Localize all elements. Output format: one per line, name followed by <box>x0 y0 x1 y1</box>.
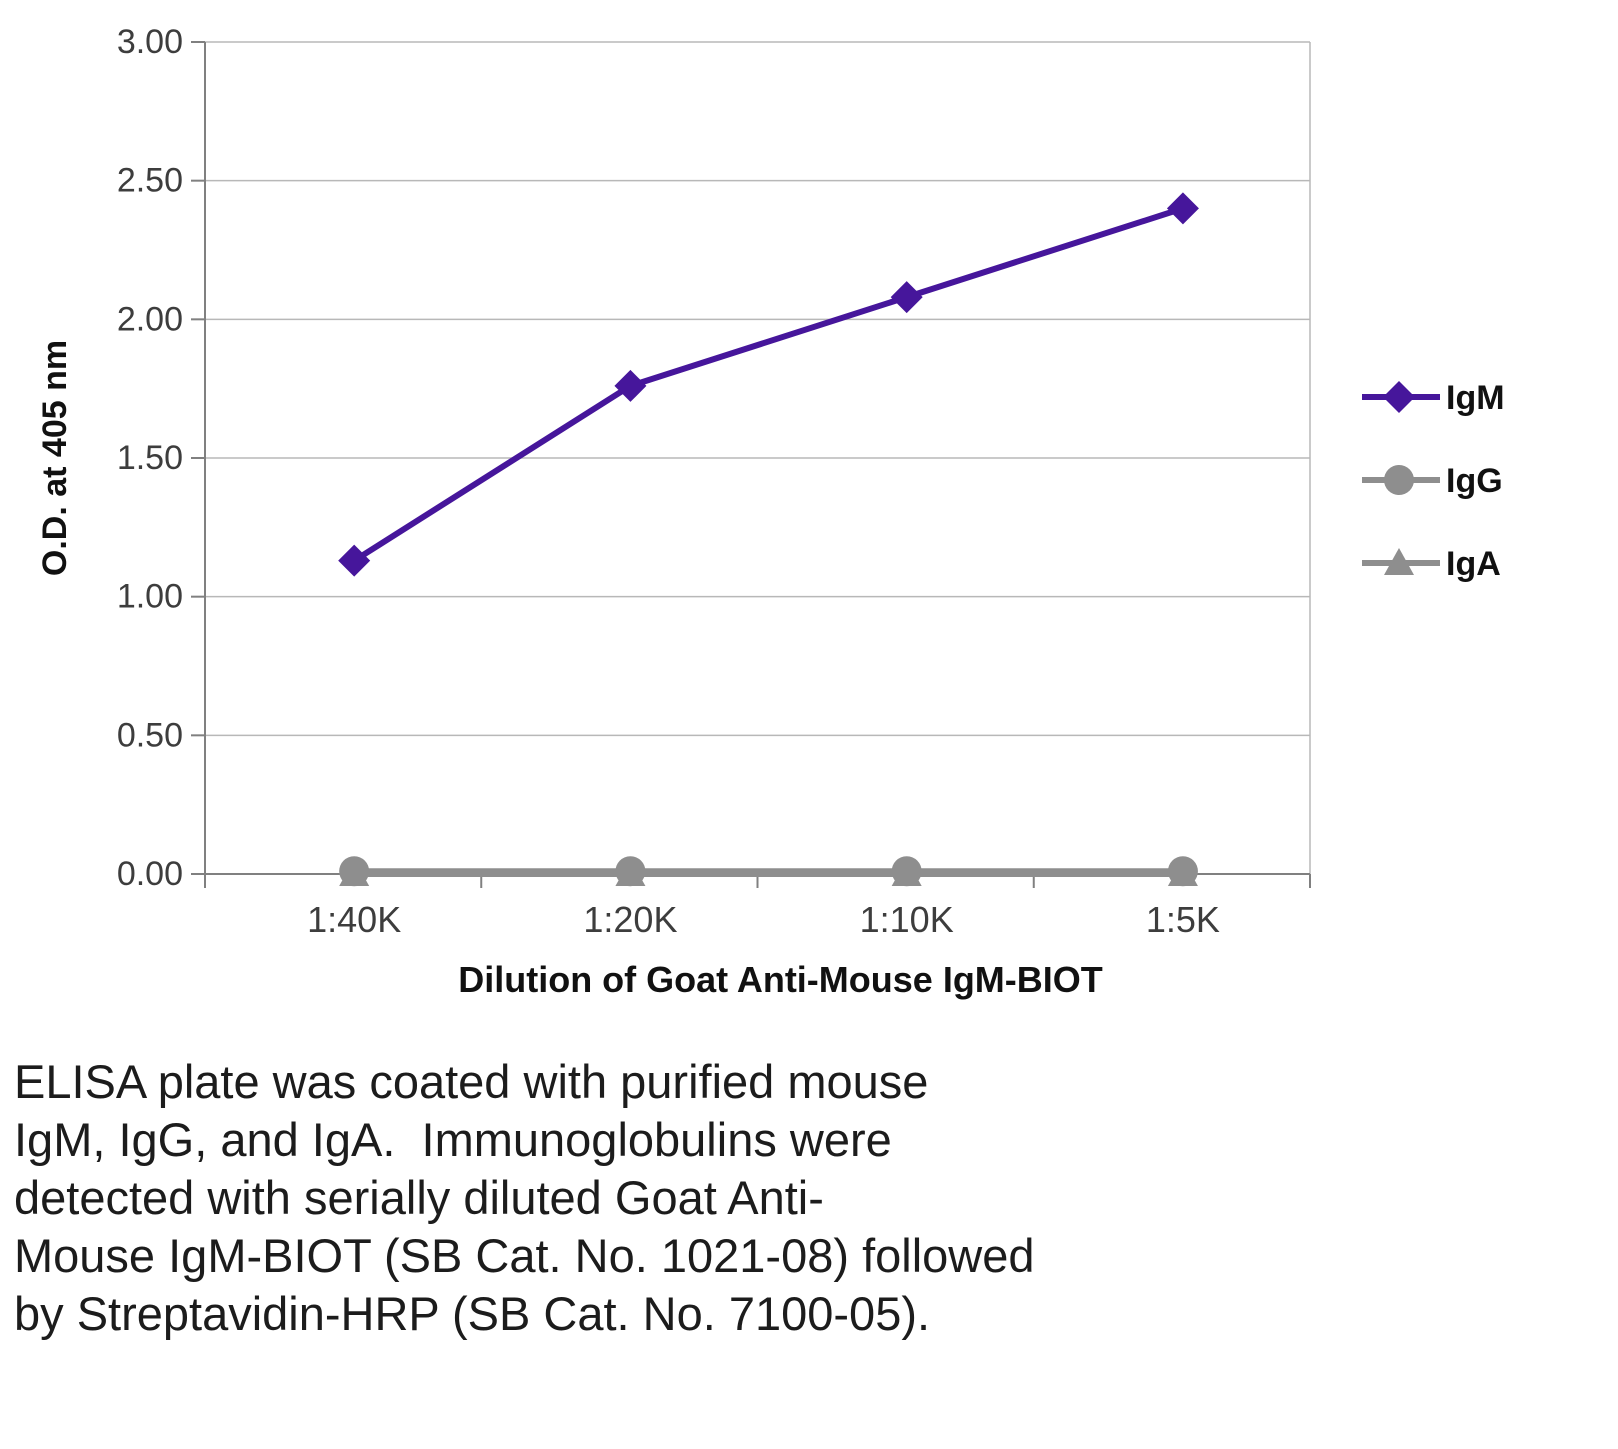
caption-line: IgM, IgG, and IgA. Immunoglobulins were <box>14 1113 892 1166</box>
y-tick-label: 2.50 <box>117 162 183 200</box>
series-line-IgM <box>352 205 1184 564</box>
caption-line: ELISA plate was coated with purified mou… <box>14 1055 929 1108</box>
caption-line: detected with serially diluted Goat Anti… <box>14 1171 824 1224</box>
caption-line: Mouse IgM-BIOT (SB Cat. No. 1021-08) fol… <box>14 1229 1035 1282</box>
legend-label-IgM: IgM <box>1446 379 1505 417</box>
y-tick-label: 1.50 <box>117 439 183 477</box>
y-tick-label: 3.00 <box>117 23 183 61</box>
series-marker-IgG-circle-icon <box>615 856 646 887</box>
legend-label-IgG: IgG <box>1446 462 1503 500</box>
series-marker-IgM-diamond-icon <box>890 281 923 314</box>
series-marker-IgM-diamond-icon <box>614 369 647 402</box>
series-marker-IgM-diamond-icon <box>1166 192 1199 225</box>
caption-line: by Streptavidin-HRP (SB Cat. No. 7100-05… <box>14 1287 931 1340</box>
legend-marker-IgG-circle-icon <box>1384 465 1414 495</box>
legend-marker-IgA-triangle-icon <box>1384 548 1414 575</box>
series-marker-IgG-circle-icon <box>339 856 370 887</box>
y-tick-label: 1.00 <box>117 578 183 616</box>
y-tick-label: 0.00 <box>117 855 183 893</box>
x-tick-label: 1:10K <box>860 899 954 940</box>
y-tick-label: 2.00 <box>117 300 183 338</box>
x-tick-label: 1:5K <box>1146 899 1220 940</box>
legend-marker-IgM-diamond-icon <box>1383 381 1415 413</box>
x-tick-label: 1:40K <box>307 899 401 940</box>
y-tick-label: 0.50 <box>117 716 183 754</box>
legend-label-IgA: IgA <box>1446 545 1501 583</box>
x-axis-title: Dilution of Goat Anti-Mouse IgM-BIOT <box>458 959 1103 1000</box>
x-tick-label: 1:20K <box>583 899 677 940</box>
y-axis-title: O.D. at 405 nm <box>36 340 74 576</box>
series-marker-IgM-diamond-icon <box>338 544 371 577</box>
figure: 0.00 0.50 1.00 1.50 2.00 2.50 3.00 1:40K 1:20K 1:… <box>0 23 1618 1343</box>
elisa-chart-svg: 0.00 0.50 1.00 1.50 2.00 2.50 3.00 1:40K 1:20K 1:… <box>36 23 1505 1000</box>
series-marker-IgG-circle-icon <box>891 856 922 887</box>
figure-caption: ELISA plate was coated with purified mou… <box>0 1045 1618 1343</box>
series-marker-IgG-circle-icon <box>1167 856 1198 887</box>
